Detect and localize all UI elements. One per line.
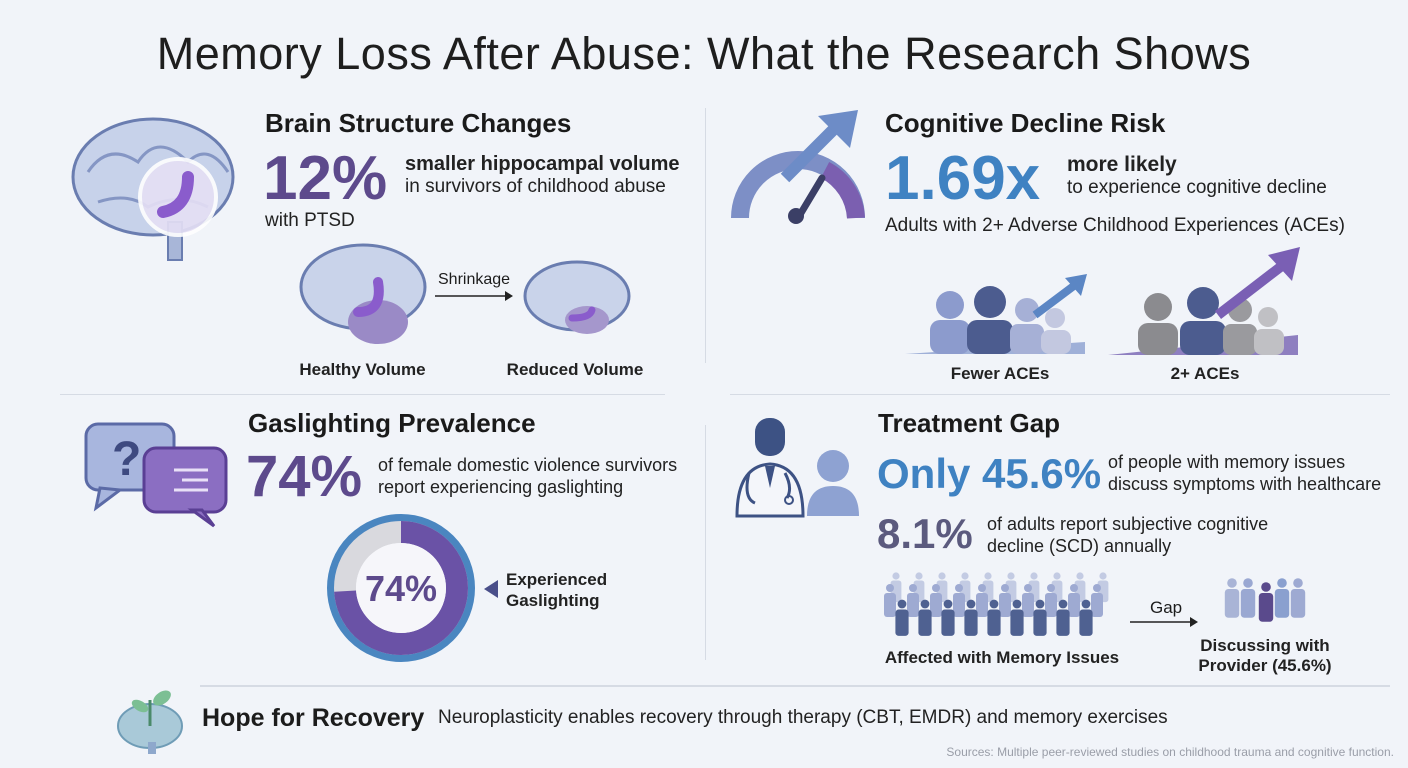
affected-label: Affected with Memory Issues <box>884 648 1120 667</box>
person-icon <box>941 599 955 636</box>
person-icon <box>1274 578 1290 618</box>
discussing-people-icon <box>1224 578 1306 622</box>
person-icon <box>884 584 896 617</box>
brain-heading: Brain Structure Changes <box>265 108 572 138</box>
divider <box>730 394 1390 395</box>
divider <box>705 108 706 363</box>
divider <box>60 394 665 395</box>
treatment-heading: Treatment Gap <box>878 408 1061 438</box>
gaslighting-stat-text2: report experiencing gaslighting <box>378 477 624 497</box>
treatment-stat: Only 45.6% <box>877 450 1102 497</box>
sources-text: Sources: Multiple peer-reviewed studies … <box>946 745 1394 759</box>
cognitive-stat-bold: more likely <box>1067 153 1177 176</box>
brain-stat: 12% <box>263 144 388 213</box>
scd-stat-text2: decline (SCD) annually <box>987 536 1172 556</box>
page-title: Memory Loss After Abuse: What the Resear… <box>156 28 1252 79</box>
treatment-stat-text: of people with memory issues <box>1108 452 1346 472</box>
scd-stat: 8.1% <box>877 510 973 557</box>
divider <box>200 685 1390 687</box>
fewer-aces-label: Fewer ACEs <box>950 364 1050 383</box>
scd-stat-text: of adults report subjective cognitive <box>987 514 1269 534</box>
cognitive-heading: Cognitive Decline Risk <box>885 108 1166 138</box>
discussing-line2: Provider (45.6%) <box>1198 656 1332 675</box>
brain-icon <box>71 117 235 261</box>
reduced-volume-label: Reduced Volume <box>506 360 644 379</box>
svg-text:?: ? <box>112 433 141 486</box>
person-icon <box>1240 578 1256 618</box>
gaslighting-stat-text: of female domestic violence survivors <box>378 455 678 475</box>
person-icon <box>930 584 942 617</box>
gauge-arrow-icon <box>731 110 865 224</box>
footer-text: Neuroplasticity enables recovery through… <box>438 707 1168 728</box>
speech-bubbles-icon: ? <box>84 422 228 528</box>
person-icon <box>1010 599 1024 636</box>
treatment-stat-text2: discuss symptoms with healthcare <box>1108 474 1382 494</box>
healthy-brain-icon <box>299 243 427 344</box>
brain-stat-bold: smaller hippocampal volume <box>405 153 680 175</box>
cognitive-stat-text: to experience cognitive decline <box>1067 177 1327 198</box>
arrow-right-icon <box>435 291 513 301</box>
person-icon <box>976 584 988 617</box>
fewer-aces-people-icon <box>905 274 1087 354</box>
person-icon <box>999 584 1011 617</box>
person-icon <box>1056 599 1070 636</box>
gaslighting-donut-chart <box>327 514 475 662</box>
gaslighting-stat: 74% <box>246 444 363 509</box>
more-aces-people-icon <box>1108 247 1300 355</box>
person-icon <box>1022 584 1034 617</box>
legend-line2: Gaslighting <box>506 591 600 610</box>
cognitive-subtext: Adults with 2+ Adverse Childhood Experie… <box>885 215 1345 236</box>
discussing-line1: Discussing with <box>1200 636 1330 655</box>
person-icon <box>1079 599 1093 636</box>
person-icon <box>1068 584 1080 617</box>
arrow-right-icon <box>1130 617 1198 627</box>
person-icon <box>907 584 919 617</box>
person-icon <box>918 599 932 636</box>
reduced-brain-icon <box>523 260 631 334</box>
cognitive-stat: 1.69x <box>885 144 1041 213</box>
person-icon <box>1258 582 1274 622</box>
donut-center-label: 74% <box>364 568 438 609</box>
person-icon <box>1045 584 1057 617</box>
brain-sprout-icon <box>117 690 183 754</box>
more-aces-label: 2+ ACEs <box>1170 364 1240 383</box>
person-icon <box>953 584 965 617</box>
healthy-volume-label: Healthy Volume <box>299 360 426 379</box>
person-icon <box>895 599 909 636</box>
person-icon <box>1290 578 1306 618</box>
affected-people-icon <box>884 572 1109 636</box>
person-icon <box>964 599 978 636</box>
brain-stat-text2: with PTSD <box>265 210 355 231</box>
doctor-patient-icon <box>735 418 859 518</box>
shrinkage-label: Shrinkage <box>438 271 511 288</box>
legend-line1: Experienced <box>506 570 608 589</box>
footer-heading: Hope for Recovery <box>202 704 425 732</box>
gaslighting-heading: Gaslighting Prevalence <box>248 408 536 438</box>
donut-slice-experienced <box>334 521 468 655</box>
divider <box>705 425 706 660</box>
person-icon <box>1091 584 1103 617</box>
pointer-triangle-icon <box>484 580 498 598</box>
brain-stat-text: in survivors of childhood abuse <box>405 176 666 197</box>
person-icon <box>987 599 1001 636</box>
person-icon <box>1033 599 1047 636</box>
gap-label: Gap <box>1150 598 1183 617</box>
person-icon <box>1224 578 1240 618</box>
